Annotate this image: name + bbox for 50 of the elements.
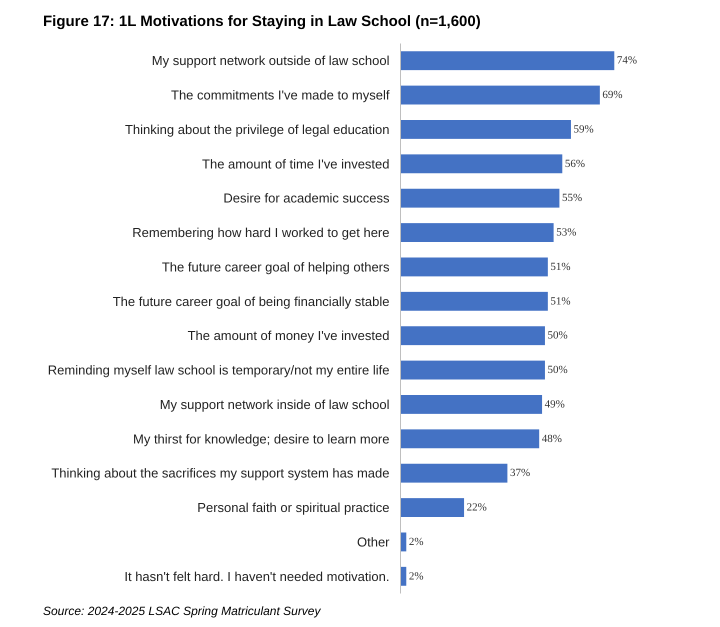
source-note: Source: 2024-2025 LSAC Spring Matriculant Survey [43,603,320,620]
data-label: 49% [544,398,565,410]
data-label: 22% [466,502,487,514]
bar [400,154,562,174]
data-label: 50% [548,330,568,342]
bar [400,566,406,586]
y-tick-label: Personal faith or spiritual practice [197,500,390,516]
y-tick-label: My support network outside of law school [152,53,390,68]
y-tick-label: My thirst for knowledge; desire to learn more [133,431,390,446]
bar [400,292,548,311]
bar [400,326,545,346]
data-label: 55% [562,192,582,204]
data-label: 48% [542,432,562,445]
data-label: 2% [408,570,424,582]
bar [400,223,554,242]
data-label: 2% [408,536,424,548]
bar [400,429,540,448]
y-tick-label: Thinking about the privilege of legal education [124,122,390,137]
bar [400,464,508,483]
data-label: 50% [548,364,568,376]
bar [400,86,600,105]
bar [400,120,571,139]
data-label: 74% [616,54,638,67]
data-label: 56% [564,158,586,170]
y-tick-label: The amount of time I've invested [202,156,390,172]
bar [400,532,406,552]
bar [400,360,545,380]
y-tick-label: Remembering how hard I worked to get here [132,225,390,240]
y-tick-label: Other [356,534,390,550]
y-tick-label: The commitments I've made to myself [171,88,390,103]
data-label: 37% [510,467,530,480]
bar [400,498,464,518]
y-tick-label: The future career goal of helping others [162,259,390,274]
y-tick-label: Desire for academic success [223,190,390,206]
data-label: 59% [574,123,594,136]
data-label: 51% [550,295,571,308]
y-tick-label: Thinking about the sacrifices my support system has made [51,466,390,481]
y-tick-label: The amount of money I've invested [188,328,390,344]
data-label: 53% [556,226,576,239]
bar [400,257,548,276]
data-label: 69% [602,89,623,102]
data-label: 51% [550,260,571,273]
bar [400,188,560,208]
text: Figure 17: 1L Motivations for Staying in Law School (n=1,600) [43,12,481,32]
y-tick-label: Reminding myself law school is temporary/not my entire life [48,362,390,378]
y-tick-label: The future career goal of being financially stable [112,294,390,309]
y-tick-label: It hasn't felt hard. I haven't needed motivation. [124,568,390,584]
bar [400,51,614,70]
y-tick-label: My support network inside of law school [160,396,390,412]
bar [400,394,542,414]
